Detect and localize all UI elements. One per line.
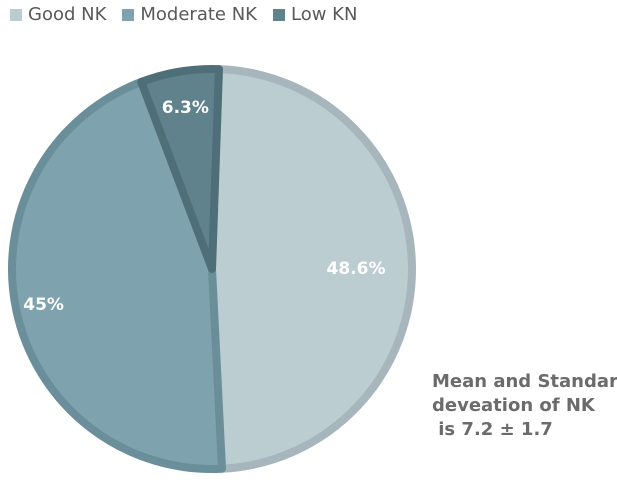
data-label: 48.6% [327,259,386,279]
pie-slice-moderate-nk [8,77,226,473]
legend-label: Moderate NK [140,4,257,25]
annotation-line-1: Mean and Standard [432,371,617,392]
legend-label: Good NK [28,4,107,25]
legend-item-moderate-nk: Moderate NK [122,4,257,25]
legend-swatch [122,8,135,21]
legend-item-low-kn: Low KN [273,4,357,25]
pie-slice-low-kn [137,65,223,273]
legend-item-good-nk: Good NK [10,4,106,25]
legend-swatch [10,8,22,21]
annotation-line-3: is 7.2 ± 1.7 [432,419,553,440]
legend: Good NK Moderate NK Low KN [10,4,357,25]
data-label: 45% [23,295,64,315]
pie-slice-good-nk [208,65,416,473]
data-label: 6.3% [162,98,209,118]
annotation-line-2: deveation of NK [432,395,595,416]
legend-label: Low KN [291,4,358,25]
legend-swatch [273,8,285,21]
annotation-text: Mean and Standard deveation of NK is 7.2… [432,370,617,442]
